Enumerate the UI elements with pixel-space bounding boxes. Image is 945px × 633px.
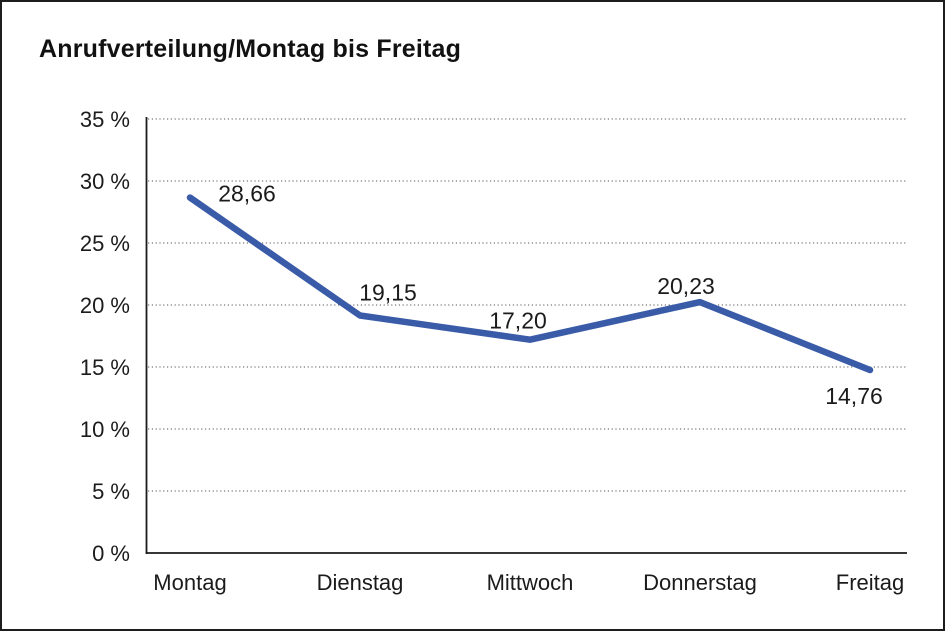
chart-title: Anrufverteilung/Montag bis Freitag — [39, 35, 462, 63]
y-tick-label: 25 % — [80, 231, 130, 256]
point-label: 19,15 — [359, 280, 417, 306]
y-tick-label: 10 % — [80, 417, 130, 442]
y-tick-label: 0 % — [92, 541, 130, 566]
point-label: 20,23 — [657, 273, 715, 299]
y-tick-label: 20 % — [80, 293, 130, 318]
x-category-label: Freitag — [836, 570, 904, 595]
y-tick-label: 5 % — [92, 479, 130, 504]
x-category-label: Montag — [153, 570, 226, 595]
point-label: 17,20 — [489, 308, 547, 334]
data-line — [186, 194, 874, 374]
x-category-label: Donnerstag — [643, 570, 757, 595]
y-tick-label: 35 % — [80, 107, 130, 132]
y-tick-label: 30 % — [80, 169, 130, 194]
y-tick-label: 15 % — [80, 355, 130, 380]
point-label: 28,66 — [218, 181, 276, 207]
x-category-label: Dienstag — [317, 570, 404, 595]
point-label: 14,76 — [825, 383, 883, 409]
x-category-label: Mittwoch — [487, 570, 574, 595]
